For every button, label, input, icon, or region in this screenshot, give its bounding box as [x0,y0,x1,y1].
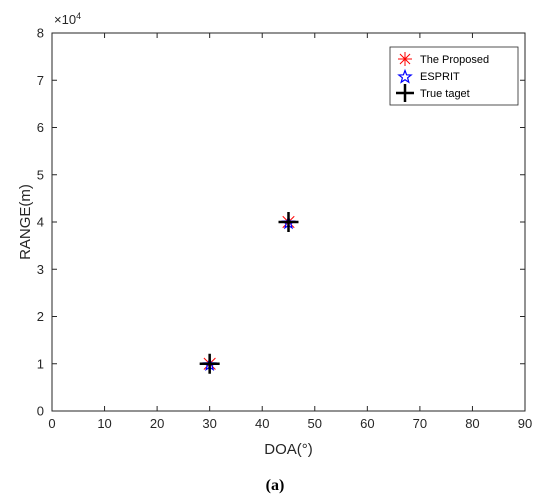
plot-frame [51,32,526,412]
x-tick-label: 40 [255,416,269,431]
legend-label: True taget [420,88,470,100]
marks-layer [199,212,299,374]
x-tick-label: 80 [465,416,479,431]
y-tick-label: 3 [37,262,44,277]
x-tick-label: 70 [413,416,427,431]
y-tick-label: 8 [37,26,44,41]
legend-marker-asterisk [398,52,412,66]
x-tick-label: 60 [360,416,374,431]
legend-label: The Proposed [420,54,489,66]
legend-box [389,46,519,106]
legend-label: ESPRIT [420,71,460,83]
x-tick-label: 10 [97,416,111,431]
legend-marker-pentagram [397,68,413,84]
figure-caption: (a) [266,477,285,494]
x-tick-label: 0 [48,416,55,431]
x-tick-label: 90 [518,416,532,431]
ticks-layer: 0 10 20 30 40 50 60 70 80 90 0 1 2 3 4 5 6 7 8 [37,26,532,432]
y-tick-label: 0 [37,404,44,419]
true-target-point [278,212,299,232]
y-exponent-label: ×104 [54,11,81,27]
y-tick-label: 2 [37,309,44,324]
y-tick-label: 4 [37,215,44,230]
legend-item-esprit: ESPRIT [397,68,460,84]
legend-item-proposed: The Proposed [398,52,489,66]
legend-item-true-target: True taget [396,84,470,102]
true-target-point [199,353,220,374]
x-axis-label: DOA(°) [264,441,313,458]
y-tick-label: 6 [37,120,44,135]
legend: The Proposed ESPRIT True taget [389,46,519,106]
x-tick-label: 30 [202,416,216,431]
x-tick-label: 20 [150,416,164,431]
x-tick-label: 50 [308,416,322,431]
legend-marker-plus [396,84,414,102]
y-tick-label: 1 [37,356,44,371]
y-axis-label: RANGE(m) [17,184,34,260]
y-tick-label: 7 [37,73,44,88]
y-tick-label: 5 [37,167,44,182]
